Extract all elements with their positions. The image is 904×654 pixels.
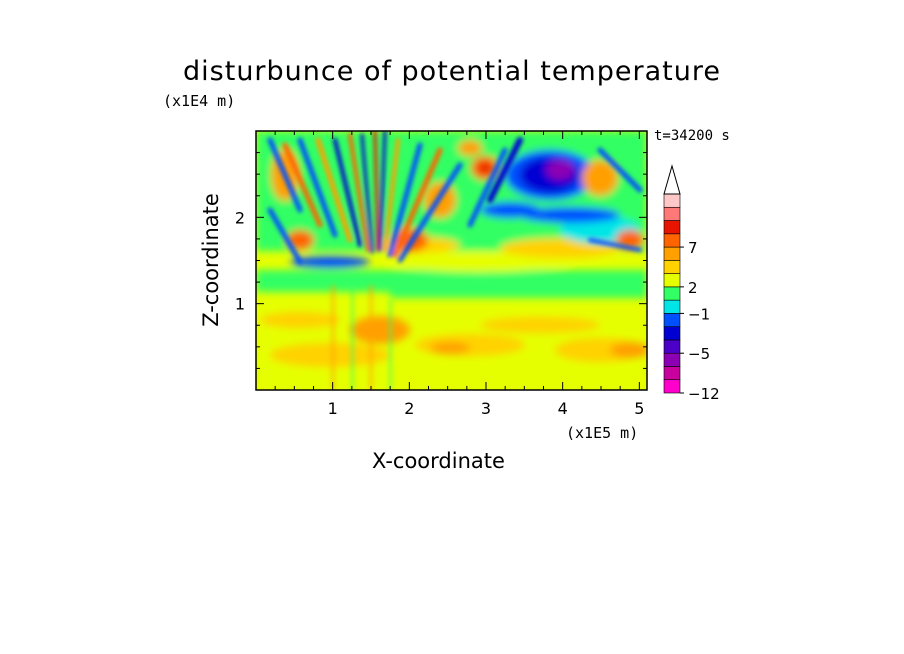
colorbar: 7 2 −1 −5 −12 bbox=[663, 164, 720, 403]
colorbar-swatch bbox=[663, 246, 681, 261]
colorbar-swatch bbox=[663, 313, 681, 327]
y-tick-label: 2 bbox=[235, 208, 245, 227]
colorbar-tick-label: −5 bbox=[688, 345, 710, 363]
colorbar-swatch bbox=[663, 366, 681, 381]
colorbar-swatch bbox=[663, 273, 681, 288]
colorbar-tick-label: 7 bbox=[688, 239, 698, 257]
colorbar-swatch bbox=[663, 220, 681, 235]
colorbar-extend-arrow bbox=[663, 164, 681, 195]
colorbar-swatch bbox=[663, 193, 681, 208]
colorbar-swatch bbox=[663, 379, 681, 394]
x-tick-label: 1 bbox=[328, 399, 338, 418]
x-unit-label: (x1E5 m) bbox=[566, 424, 639, 442]
chart-title: disturbunce of potential temperature bbox=[183, 56, 721, 87]
colorbar-swatch bbox=[663, 326, 681, 341]
y-tick-label: 1 bbox=[235, 295, 245, 314]
colorbar-swatch bbox=[663, 299, 681, 314]
x-axis-title: X-coordinate bbox=[372, 449, 505, 473]
x-axis: 1 2 3 4 5 bbox=[274, 131, 644, 418]
colorbar-swatch bbox=[663, 352, 681, 367]
x-tick-label: 4 bbox=[558, 399, 568, 418]
colorbar-tick-label: 2 bbox=[688, 279, 698, 297]
colorbar-swatch bbox=[663, 339, 681, 354]
y-axis: 12 bbox=[235, 152, 647, 369]
y-unit-label: (x1E4 m) bbox=[163, 92, 236, 110]
colorbar-swatch bbox=[663, 233, 681, 248]
colorbar-swatch bbox=[663, 260, 681, 274]
colorbar-swatch bbox=[663, 286, 681, 301]
x-tick-label: 3 bbox=[481, 399, 491, 418]
colorbar-tick-label: −12 bbox=[688, 385, 720, 403]
x-tick-label: 5 bbox=[634, 399, 644, 418]
colorbar-tick-label: −1 bbox=[688, 305, 710, 323]
time-annotation: t=34200 s bbox=[654, 128, 730, 144]
x-tick-label: 2 bbox=[404, 399, 414, 418]
heatmap-field bbox=[256, 131, 647, 390]
colorbar-swatch bbox=[663, 206, 681, 221]
